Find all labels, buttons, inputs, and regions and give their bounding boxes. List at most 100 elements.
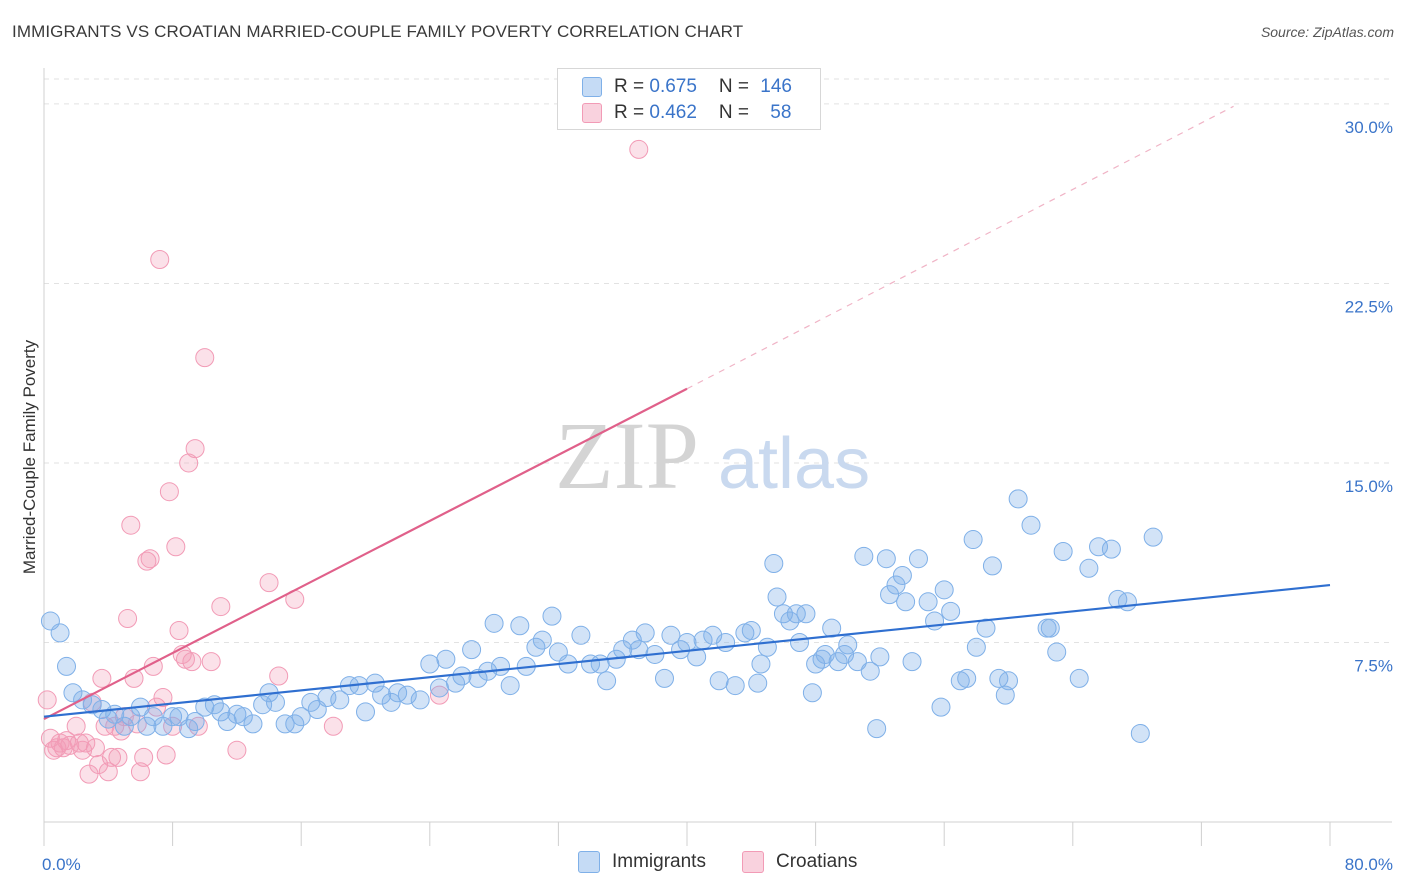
croatians-point xyxy=(76,733,96,753)
immigrants-swatch xyxy=(582,77,602,97)
chart-title: IMMIGRANTS VS CROATIAN MARRIED-COUPLE FA… xyxy=(12,22,744,41)
immigrants-point xyxy=(410,690,430,710)
immigrants-point xyxy=(780,611,800,631)
croatians-point xyxy=(195,348,215,368)
immigrants-point xyxy=(1040,618,1060,638)
legend-item-immigrants[interactable]: Immigrants xyxy=(578,851,706,873)
immigrants-point xyxy=(790,632,810,652)
croatians-point xyxy=(140,549,160,569)
immigrants-point xyxy=(243,714,263,734)
croatians-point xyxy=(259,573,279,593)
croatians-point xyxy=(159,482,179,502)
immigrants-point xyxy=(542,606,562,626)
immigrants-point xyxy=(1021,515,1041,535)
immigrants-point xyxy=(635,623,655,643)
croatians-point xyxy=(269,666,289,686)
croatians-point xyxy=(185,439,205,459)
immigrants-point xyxy=(484,613,504,633)
n-value-croatians: 58 xyxy=(770,102,792,123)
croatians-point xyxy=(166,537,186,557)
immigrants-point xyxy=(860,661,880,681)
immigrants-point xyxy=(802,683,822,703)
immigrants-point xyxy=(330,690,350,710)
immigrants-point xyxy=(63,683,83,703)
immigrants-point xyxy=(716,632,736,652)
series-croatians xyxy=(37,139,649,784)
immigrants-point xyxy=(532,630,552,650)
immigrants-point xyxy=(764,553,784,573)
immigrants-point xyxy=(143,707,163,727)
immigrants-point xyxy=(452,666,472,686)
immigrants-point xyxy=(838,635,858,655)
croatians-point xyxy=(227,740,247,760)
y-tick-label: 22.5% xyxy=(1345,297,1393,316)
immigrants-point xyxy=(1008,489,1028,509)
watermark-zip: ZIP xyxy=(555,402,699,509)
croatians-point xyxy=(121,515,141,535)
immigrants-point xyxy=(767,587,787,607)
immigrants-point xyxy=(876,549,896,569)
immigrants-point xyxy=(597,671,617,691)
n-label: N = xyxy=(718,102,755,123)
immigrants-point xyxy=(275,714,295,734)
immigrants-point xyxy=(372,685,392,705)
immigrants-point xyxy=(114,716,134,736)
immigrants-point xyxy=(902,652,922,672)
immigrants-point xyxy=(356,702,375,722)
immigrants-point xyxy=(886,575,906,595)
immigrants-point xyxy=(590,654,610,674)
immigrants-point xyxy=(50,623,70,643)
immigrants-point xyxy=(995,685,1015,705)
immigrants-trend-line xyxy=(43,583,1331,718)
immigrants-point xyxy=(741,621,761,641)
croatians-point xyxy=(85,738,105,758)
correlation-legend: R = 0.675 N = 146 R = 0.462 N = 58 xyxy=(557,68,821,130)
croatians-point xyxy=(79,764,99,784)
immigrants-point xyxy=(896,592,916,612)
immigrants-point xyxy=(918,592,938,612)
legend-item-croatians[interactable]: Croatians xyxy=(742,851,857,873)
immigrants-point xyxy=(137,716,157,736)
immigrants-point xyxy=(1117,592,1137,612)
immigrants-point xyxy=(854,546,874,566)
immigrants-point xyxy=(976,618,996,638)
immigrants-point xyxy=(867,719,887,739)
croatians-point xyxy=(179,453,199,473)
immigrants-point xyxy=(1143,527,1163,547)
immigrants-point xyxy=(500,676,520,696)
croatians-point xyxy=(211,597,231,617)
croatians-point xyxy=(102,747,122,767)
y-tick-label: 7.5% xyxy=(1354,656,1393,675)
n-value-immigrants: 146 xyxy=(760,76,792,97)
immigrants-point xyxy=(751,654,771,674)
immigrants-point xyxy=(908,549,928,569)
immigrants-point xyxy=(709,671,729,691)
immigrants-point xyxy=(57,656,77,676)
immigrants-point xyxy=(687,647,707,667)
croatians-point xyxy=(153,688,173,708)
immigrants-point xyxy=(179,719,199,739)
immigrants-point xyxy=(233,707,253,727)
croatians-point xyxy=(130,762,150,782)
immigrants-point xyxy=(982,556,1002,576)
immigrants-point xyxy=(420,654,440,674)
immigrants-point xyxy=(941,601,961,621)
croatians-legend-swatch xyxy=(742,851,764,873)
immigrants-point xyxy=(163,707,183,727)
croatians-point xyxy=(40,728,60,748)
y-axis-label: Married-Couple Family Poverty xyxy=(20,339,39,575)
croatians-point xyxy=(323,716,343,736)
immigrants-point xyxy=(510,616,530,636)
immigrants-point xyxy=(892,565,912,585)
y-tick-label: 15.0% xyxy=(1345,477,1393,496)
legend-label-immigrants: Immigrants xyxy=(612,851,706,872)
series-immigrants xyxy=(40,489,1163,743)
immigrants-point xyxy=(748,673,768,693)
immigrants-point xyxy=(265,692,285,712)
grid-lines xyxy=(44,78,1392,643)
immigrants-point xyxy=(291,707,311,727)
immigrants-point xyxy=(1069,668,1089,688)
immigrants-point xyxy=(381,692,401,712)
immigrants-point xyxy=(285,714,305,734)
